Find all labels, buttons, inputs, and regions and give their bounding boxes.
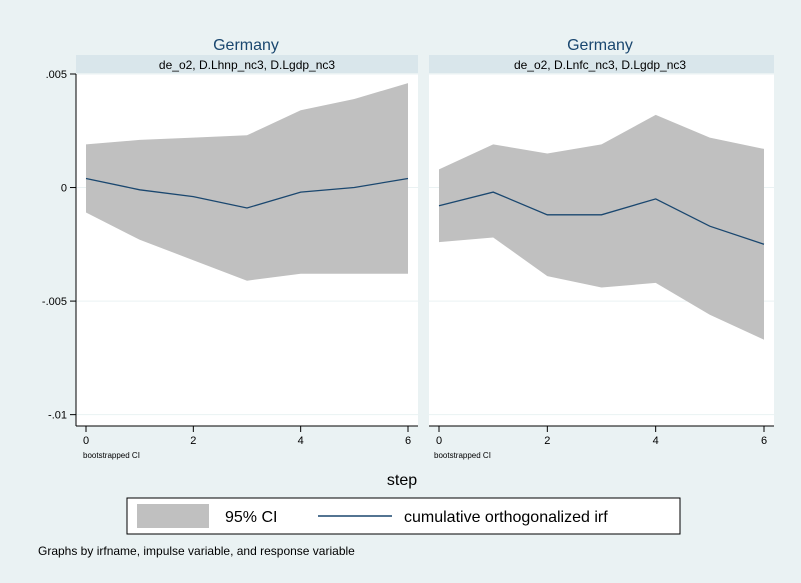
y-ticks: .005 0 -.005 -.01 [42,69,76,422]
x-tick-label: 2 [190,435,196,447]
x-tick-label: 2 [544,435,550,447]
panel-title: Germany [213,37,279,54]
x-tick-label: 4 [653,435,659,447]
x-tick-label: 6 [405,435,411,447]
axis-note: bootstrapped CI [83,451,140,460]
ci-band [86,83,408,281]
y-tick-label: .005 [46,69,67,81]
panel-subtitle: de_o2, D.Lhnp_nc3, D.Lgdp_nc3 [159,58,335,72]
ci-band [439,114,764,340]
legend-box [126,497,681,535]
legend-ci-swatch [137,504,209,528]
legend-ci-label: 95% CI [225,509,277,526]
panel-strip [429,55,774,73]
y-tick-label: -.005 [42,296,67,308]
panel-subtitle: de_o2, D.Lnfc_nc3, D.Lgdp_nc3 [514,58,686,72]
plot-marks [76,73,418,416]
chart-caption: Graphs by irfname, impulse variable, and… [38,544,355,558]
y-tick-label: 0 [61,183,67,195]
x-tick-label: 6 [761,435,767,447]
x-tick-label: 4 [298,435,304,447]
x-axis-label: step [387,472,417,489]
x-tick-label: 0 [436,435,442,447]
x-ticks: 0 2 4 6 [83,426,411,447]
legend: 95% CI cumulative orthogonalized irf [126,497,681,535]
axis-note: bootstrapped CI [434,451,491,460]
y-tick-label: -.01 [48,410,67,422]
x-ticks: 0 2 4 6 [436,426,767,447]
irf-line [438,191,765,245]
x-tick-label: 0 [83,435,89,447]
panel-left: Germany de_o2, D.Lhnp_nc3, D.Lgdp_nc3 .0… [42,37,418,460]
plot-marks [429,73,774,416]
irf-line [85,177,409,209]
legend-line-label: cumulative orthogonalized irf [404,509,608,526]
panel-strip [76,55,418,73]
panel-right: Germany de_o2, D.Lnfc_nc3, D.Lgdp_nc3 0 2… [429,37,774,460]
panel-title: Germany [567,37,633,54]
